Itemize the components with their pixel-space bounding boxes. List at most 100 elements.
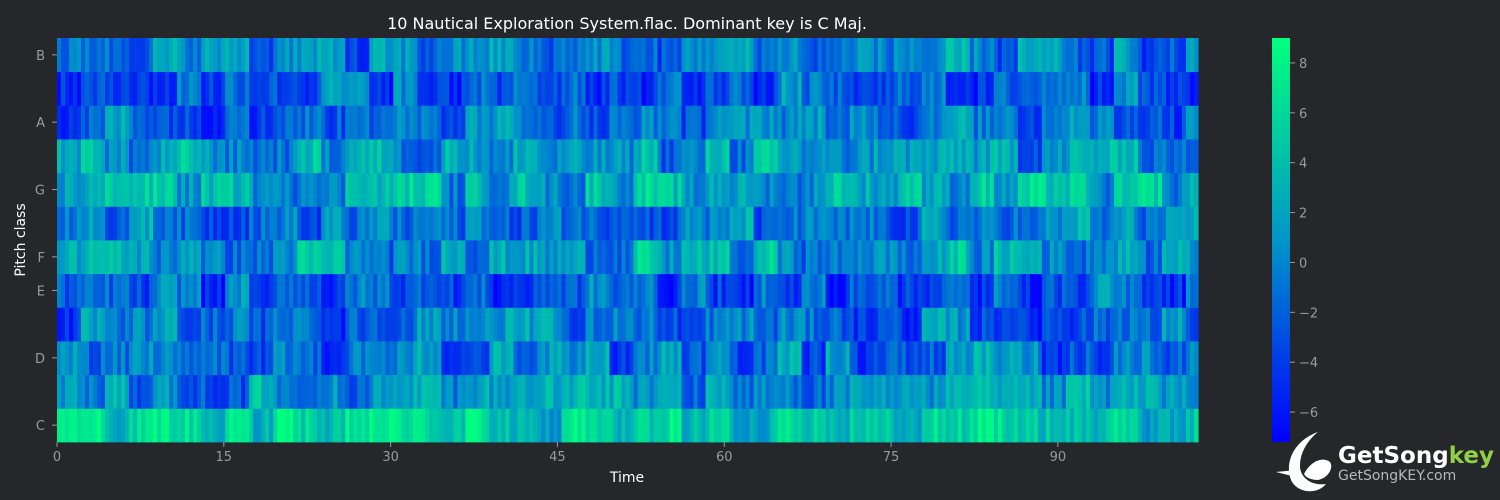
heatmap-cell [437,341,442,376]
heatmap-cell [1041,172,1047,207]
heatmap-cell [809,273,815,308]
heatmap-cell [189,273,194,308]
heatmap-cell [421,307,426,342]
heatmap-cell [521,139,527,174]
heatmap-cell [349,105,354,140]
heatmap-cell [413,341,418,376]
heatmap-cell [1073,71,1079,106]
heatmap-cell [965,341,971,376]
heatmap-cell [853,374,859,409]
heatmap-cell [449,139,454,174]
heatmap-cell [1149,105,1155,140]
heatmap-cell [305,307,310,342]
heatmap-cell [217,307,222,342]
heatmap-cell [269,374,274,409]
heatmap-cell [553,240,559,275]
heatmap-cell [361,341,366,376]
heatmap-cell [381,341,386,376]
heatmap-cell [173,240,178,275]
heatmap-cell [897,240,903,275]
heatmap-cell [365,408,370,443]
heatmap-cell [665,408,671,443]
heatmap-cell [557,374,563,409]
heatmap-cell [845,374,851,409]
heatmap-cell [857,206,863,241]
heatmap-cell [233,206,238,241]
heatmap-cell [389,206,394,241]
heatmap-cell [1077,273,1083,308]
heatmap-cell [237,307,242,342]
heatmap-cell [533,341,539,376]
heatmap-cell [373,374,378,409]
heatmap-cell [481,273,486,308]
colorbar-tick-label: −6 [1299,406,1318,421]
heatmap-cell [1161,374,1167,409]
y-tick-label: A [36,116,45,131]
heatmap-cell [797,273,803,308]
heatmap-cell [1045,139,1051,174]
heatmap-cell [509,206,514,241]
heatmap-cell [773,273,779,308]
heatmap-cell [1093,105,1099,140]
heatmap-cell [713,139,719,174]
heatmap-cell [813,341,819,376]
heatmap-cell [1097,240,1103,275]
heatmap-cell [509,273,514,308]
heatmap-cell [977,206,983,241]
heatmap-cell [893,408,899,443]
heatmap-cell [245,105,250,140]
heatmap-cell [241,206,246,241]
heatmap-cell [1141,273,1147,308]
heatmap-cell [1065,307,1071,342]
heatmap-cell [1165,206,1171,241]
heatmap-cell [833,273,839,308]
heatmap-cell [1177,172,1183,207]
heatmap-cell [209,273,214,308]
heatmap-cell [841,341,847,376]
heatmap-cell [197,139,202,174]
heatmap-cell [541,341,547,376]
heatmap-cell [353,240,358,275]
heatmap-cell [665,240,671,275]
heatmap-cell [321,408,326,443]
heatmap-cell [361,374,366,409]
heatmap-cell [301,206,306,241]
heatmap-cell [453,105,458,140]
heatmap-cell [517,307,522,342]
heatmap-cell [545,172,551,207]
heatmap-cell [369,408,374,443]
heatmap-cell [573,341,579,376]
heatmap-cell [1085,273,1091,308]
heatmap-cell [253,71,258,106]
heatmap-cell [685,105,691,140]
heatmap-cell [1057,206,1063,241]
heatmap-cell [1021,172,1027,207]
heatmap-cell [1069,38,1075,73]
heatmap-cell [1025,307,1031,342]
heatmap-cell [269,71,274,106]
heatmap-cell [753,172,759,207]
heatmap-cell [389,139,394,174]
heatmap-cell [717,374,723,409]
heatmap-cell [481,139,486,174]
heatmap-cell [449,71,454,106]
heatmap-cell [709,240,715,275]
heatmap-cell [789,139,795,174]
heatmap-cell [777,172,783,207]
heatmap-cell [1189,139,1195,174]
heatmap-cell [341,341,346,376]
heatmap-cell [757,206,763,241]
heatmap-cell [501,408,506,443]
heatmap-cell [457,341,462,376]
heatmap-cell [629,408,635,443]
heatmap-cell [945,341,951,376]
heatmap-cell [1189,273,1195,308]
heatmap-cell [841,206,847,241]
heatmap-cell [273,307,278,342]
heatmap-cell [1117,273,1123,308]
heatmap-cell [433,172,438,207]
heatmap-cell [1069,71,1075,106]
heatmap-cell [637,71,643,106]
heatmap-cell [1137,172,1143,207]
heatmap-cell [245,38,250,73]
